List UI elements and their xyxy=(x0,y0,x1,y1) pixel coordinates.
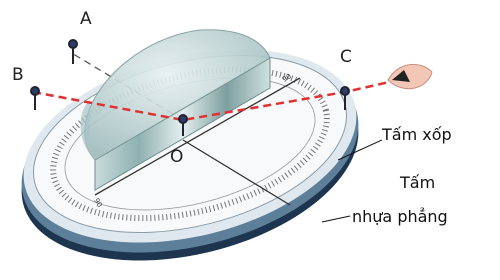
callout-text: Tấm xyxy=(399,173,435,192)
point-label: C xyxy=(340,47,352,67)
point-label: B xyxy=(12,65,24,85)
eye xyxy=(388,64,432,88)
diagram: A B C O 90 90 Tấm xốp Tấm nhựa phẳng xyxy=(0,0,500,280)
point-label: O xyxy=(170,147,183,167)
callout-text: nhựa phẳng xyxy=(352,207,448,226)
point-label: A xyxy=(80,9,92,29)
callout-line xyxy=(322,216,350,222)
callout-text: Tấm xốp xyxy=(381,125,452,144)
